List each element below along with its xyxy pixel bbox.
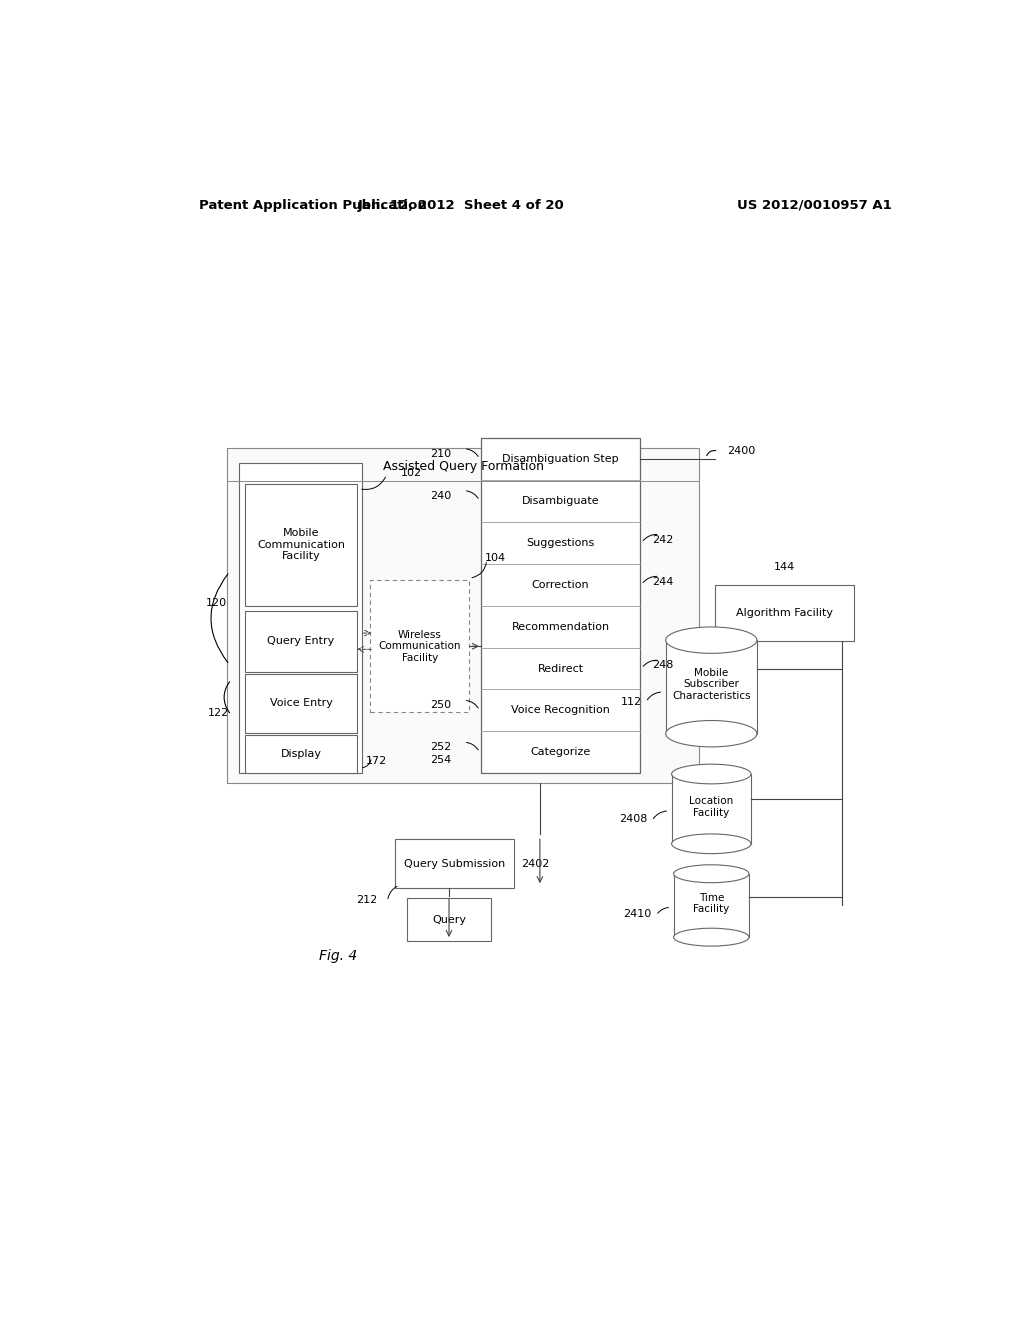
Bar <box>240 463 362 774</box>
Text: Fig. 4: Fig. 4 <box>319 949 357 964</box>
Bar <box>370 581 469 713</box>
Text: 212: 212 <box>355 895 377 906</box>
Bar <box>227 447 699 784</box>
Text: Location
Facility: Location Facility <box>689 796 733 817</box>
Text: Redirect: Redirect <box>538 664 584 673</box>
Ellipse shape <box>666 627 757 653</box>
Ellipse shape <box>674 865 749 883</box>
Ellipse shape <box>674 928 749 946</box>
Text: Display: Display <box>281 748 322 759</box>
Text: 240: 240 <box>430 491 451 500</box>
Text: 120: 120 <box>206 598 227 607</box>
Text: Mobile
Communication
Facility: Mobile Communication Facility <box>257 528 345 561</box>
Text: Disambiguate: Disambiguate <box>521 496 599 506</box>
Text: 104: 104 <box>485 553 506 562</box>
Text: Disambiguation Step: Disambiguation Step <box>502 454 618 463</box>
Bar <box>246 673 356 733</box>
Text: Wireless
Communication
Facility: Wireless Communication Facility <box>379 630 461 663</box>
Text: 122: 122 <box>207 709 228 718</box>
Text: 144: 144 <box>774 562 796 572</box>
Text: Jan. 12, 2012  Sheet 4 of 20: Jan. 12, 2012 Sheet 4 of 20 <box>358 198 564 211</box>
Text: 248: 248 <box>652 660 673 671</box>
Text: 2402: 2402 <box>521 859 549 869</box>
Bar <box>715 585 854 642</box>
Text: 242: 242 <box>652 535 673 545</box>
Text: Recommendation: Recommendation <box>511 622 609 631</box>
Bar <box>395 840 514 888</box>
Text: Query Entry: Query Entry <box>267 636 335 647</box>
Bar <box>408 899 490 941</box>
Text: Time
Facility: Time Facility <box>693 892 729 915</box>
Bar <box>246 735 356 774</box>
Ellipse shape <box>672 764 751 784</box>
Text: Assisted Query Formation: Assisted Query Formation <box>383 459 544 473</box>
Ellipse shape <box>666 721 757 747</box>
Text: Query: Query <box>432 915 466 925</box>
Bar <box>666 640 757 734</box>
Text: 2408: 2408 <box>620 814 648 824</box>
Text: 244: 244 <box>652 577 673 586</box>
Text: Query Submission: Query Submission <box>404 859 506 869</box>
Text: 250: 250 <box>430 701 451 710</box>
Text: Voice Recognition: Voice Recognition <box>511 705 610 715</box>
Bar <box>246 483 356 606</box>
Bar <box>246 611 356 672</box>
Bar <box>672 774 751 843</box>
Text: 102: 102 <box>401 469 422 478</box>
Bar <box>481 438 640 774</box>
Text: Correction: Correction <box>531 579 590 590</box>
Text: 172: 172 <box>367 756 387 766</box>
Text: 112: 112 <box>621 697 642 708</box>
Text: Algorithm Facility: Algorithm Facility <box>736 609 834 618</box>
Ellipse shape <box>672 834 751 854</box>
Bar <box>674 874 749 937</box>
Text: Voice Entry: Voice Entry <box>269 698 333 709</box>
Text: US 2012/0010957 A1: US 2012/0010957 A1 <box>737 198 892 211</box>
Text: Categorize: Categorize <box>530 747 591 758</box>
Text: 2400: 2400 <box>727 446 756 457</box>
Text: Suggestions: Suggestions <box>526 537 595 548</box>
Text: Patent Application Publication: Patent Application Publication <box>200 198 427 211</box>
Text: 2410: 2410 <box>624 908 651 919</box>
Text: 210: 210 <box>430 449 451 459</box>
Text: 254: 254 <box>430 755 451 766</box>
Text: 252: 252 <box>430 742 451 752</box>
Text: Mobile
Subscriber
Characteristics: Mobile Subscriber Characteristics <box>672 668 751 701</box>
